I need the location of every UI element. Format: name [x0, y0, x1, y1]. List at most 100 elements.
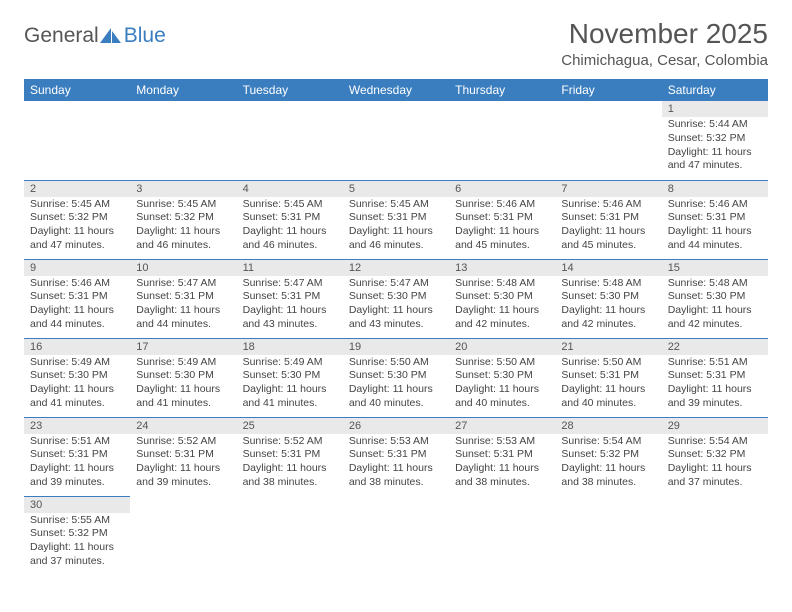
day-number: 11 [237, 260, 343, 276]
daylight: Daylight: 11 hours and 37 minutes. [30, 541, 124, 568]
day-header: Wednesday [343, 79, 449, 101]
calendar-cell: 3Sunrise: 5:45 AMSunset: 5:32 PMDaylight… [130, 180, 236, 259]
day-data: Sunrise: 5:47 AMSunset: 5:30 PMDaylight:… [343, 276, 449, 335]
sunrise: Sunrise: 5:45 AM [349, 198, 443, 212]
sunrise: Sunrise: 5:54 AM [561, 435, 655, 449]
sunset: Sunset: 5:30 PM [668, 290, 762, 304]
daylight: Daylight: 11 hours and 47 minutes. [668, 146, 762, 173]
sunrise: Sunrise: 5:48 AM [668, 277, 762, 291]
day-number: 25 [237, 418, 343, 434]
day-number: 18 [237, 339, 343, 355]
sunrise: Sunrise: 5:47 AM [243, 277, 337, 291]
day-data: Sunrise: 5:48 AMSunset: 5:30 PMDaylight:… [449, 276, 555, 335]
daylight: Daylight: 11 hours and 44 minutes. [668, 225, 762, 252]
sunset: Sunset: 5:31 PM [455, 448, 549, 462]
logo-text-2: Blue [124, 24, 166, 48]
daylight: Daylight: 11 hours and 43 minutes. [349, 304, 443, 331]
sunset: Sunset: 5:30 PM [30, 369, 124, 383]
calendar-row: 16Sunrise: 5:49 AMSunset: 5:30 PMDayligh… [24, 338, 768, 417]
sunset: Sunset: 5:32 PM [668, 448, 762, 462]
calendar-cell: 24Sunrise: 5:52 AMSunset: 5:31 PMDayligh… [130, 417, 236, 496]
sunrise: Sunrise: 5:55 AM [30, 514, 124, 528]
sunset: Sunset: 5:30 PM [349, 290, 443, 304]
page-title: November 2025 [561, 18, 768, 50]
calendar-cell: 23Sunrise: 5:51 AMSunset: 5:31 PMDayligh… [24, 417, 130, 496]
sunset: Sunset: 5:31 PM [30, 290, 124, 304]
calendar-cell: 7Sunrise: 5:46 AMSunset: 5:31 PMDaylight… [555, 180, 661, 259]
calendar-cell: 13Sunrise: 5:48 AMSunset: 5:30 PMDayligh… [449, 259, 555, 338]
day-number: 22 [662, 339, 768, 355]
daylight: Daylight: 11 hours and 44 minutes. [136, 304, 230, 331]
sunrise: Sunrise: 5:53 AM [349, 435, 443, 449]
sunset: Sunset: 5:30 PM [243, 369, 337, 383]
calendar-cell: 25Sunrise: 5:52 AMSunset: 5:31 PMDayligh… [237, 417, 343, 496]
day-data: Sunrise: 5:52 AMSunset: 5:31 PMDaylight:… [237, 434, 343, 493]
day-number: 2 [24, 181, 130, 197]
daylight: Daylight: 11 hours and 38 minutes. [349, 462, 443, 489]
day-number: 14 [555, 260, 661, 276]
daylight: Daylight: 11 hours and 40 minutes. [561, 383, 655, 410]
calendar-cell: 2Sunrise: 5:45 AMSunset: 5:32 PMDaylight… [24, 180, 130, 259]
day-header: Saturday [662, 79, 768, 101]
daylight: Daylight: 11 hours and 46 minutes. [243, 225, 337, 252]
day-number: 23 [24, 418, 130, 434]
day-number: 29 [662, 418, 768, 434]
sunrise: Sunrise: 5:48 AM [455, 277, 549, 291]
sunset: Sunset: 5:31 PM [668, 369, 762, 383]
logo: General Blue [24, 18, 166, 48]
sunset: Sunset: 5:31 PM [561, 369, 655, 383]
day-data: Sunrise: 5:46 AMSunset: 5:31 PMDaylight:… [662, 197, 768, 256]
daylight: Daylight: 11 hours and 42 minutes. [455, 304, 549, 331]
calendar-cell [555, 101, 661, 180]
sunrise: Sunrise: 5:52 AM [243, 435, 337, 449]
daylight: Daylight: 11 hours and 42 minutes. [668, 304, 762, 331]
daylight: Daylight: 11 hours and 41 minutes. [30, 383, 124, 410]
calendar-cell [343, 496, 449, 575]
day-data: Sunrise: 5:50 AMSunset: 5:31 PMDaylight:… [555, 355, 661, 414]
sunrise: Sunrise: 5:49 AM [30, 356, 124, 370]
sunrise: Sunrise: 5:50 AM [349, 356, 443, 370]
calendar-cell: 29Sunrise: 5:54 AMSunset: 5:32 PMDayligh… [662, 417, 768, 496]
sunset: Sunset: 5:30 PM [455, 290, 549, 304]
sunrise: Sunrise: 5:52 AM [136, 435, 230, 449]
day-number: 9 [24, 260, 130, 276]
sunset: Sunset: 5:32 PM [668, 132, 762, 146]
day-data: Sunrise: 5:49 AMSunset: 5:30 PMDaylight:… [130, 355, 236, 414]
calendar-cell: 28Sunrise: 5:54 AMSunset: 5:32 PMDayligh… [555, 417, 661, 496]
calendar-cell [449, 101, 555, 180]
daylight: Daylight: 11 hours and 38 minutes. [243, 462, 337, 489]
day-number: 1 [662, 101, 768, 117]
calendar-cell: 22Sunrise: 5:51 AMSunset: 5:31 PMDayligh… [662, 338, 768, 417]
day-number: 24 [130, 418, 236, 434]
sunrise: Sunrise: 5:51 AM [668, 356, 762, 370]
calendar-row: 9Sunrise: 5:46 AMSunset: 5:31 PMDaylight… [24, 259, 768, 338]
sunset: Sunset: 5:32 PM [561, 448, 655, 462]
sunrise: Sunrise: 5:44 AM [668, 118, 762, 132]
day-number: 10 [130, 260, 236, 276]
calendar-cell: 18Sunrise: 5:49 AMSunset: 5:30 PMDayligh… [237, 338, 343, 417]
sail-icon [100, 26, 122, 50]
calendar-row: 2Sunrise: 5:45 AMSunset: 5:32 PMDaylight… [24, 180, 768, 259]
day-number: 6 [449, 181, 555, 197]
day-data: Sunrise: 5:48 AMSunset: 5:30 PMDaylight:… [662, 276, 768, 335]
day-data: Sunrise: 5:51 AMSunset: 5:31 PMDaylight:… [24, 434, 130, 493]
day-header: Friday [555, 79, 661, 101]
calendar-cell: 14Sunrise: 5:48 AMSunset: 5:30 PMDayligh… [555, 259, 661, 338]
daylight: Daylight: 11 hours and 43 minutes. [243, 304, 337, 331]
daylight: Daylight: 11 hours and 37 minutes. [668, 462, 762, 489]
daylight: Daylight: 11 hours and 39 minutes. [30, 462, 124, 489]
day-number: 26 [343, 418, 449, 434]
sunset: Sunset: 5:31 PM [349, 448, 443, 462]
sunset: Sunset: 5:31 PM [136, 448, 230, 462]
day-data: Sunrise: 5:50 AMSunset: 5:30 PMDaylight:… [343, 355, 449, 414]
sunrise: Sunrise: 5:50 AM [455, 356, 549, 370]
calendar-cell: 26Sunrise: 5:53 AMSunset: 5:31 PMDayligh… [343, 417, 449, 496]
day-number: 21 [555, 339, 661, 355]
sunset: Sunset: 5:30 PM [561, 290, 655, 304]
daylight: Daylight: 11 hours and 42 minutes. [561, 304, 655, 331]
sunrise: Sunrise: 5:50 AM [561, 356, 655, 370]
calendar-cell [24, 101, 130, 180]
sunset: Sunset: 5:31 PM [455, 211, 549, 225]
sunrise: Sunrise: 5:49 AM [136, 356, 230, 370]
day-number: 20 [449, 339, 555, 355]
